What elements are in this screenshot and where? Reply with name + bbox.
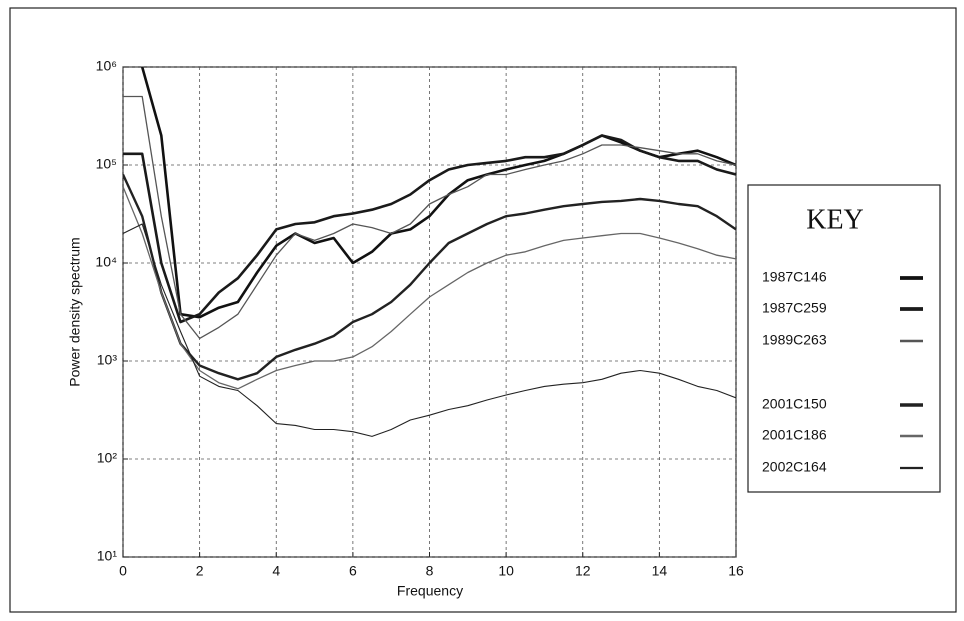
x-tick-label: 8 — [426, 563, 434, 579]
y-axis-label: Power density spectrum — [67, 237, 83, 386]
x-tick-label: 2 — [196, 563, 204, 579]
y-tick-label: 10⁶ — [96, 58, 117, 74]
x-tick-label: 10 — [498, 563, 514, 579]
plot-lines — [123, 67, 736, 437]
legend-label: 1987C146 — [762, 269, 827, 285]
legend-label: 2001C150 — [762, 396, 827, 412]
x-tick-label: 0 — [119, 563, 127, 579]
series-line — [123, 173, 736, 381]
x-tick-label: 14 — [652, 563, 668, 579]
y-tick-label: 10³ — [97, 352, 118, 368]
x-tick-label: 4 — [272, 563, 280, 579]
y-tick-label: 10⁴ — [95, 254, 117, 270]
legend-label: 2002C164 — [762, 459, 827, 475]
legend-label: 1989C263 — [762, 332, 827, 348]
legend-label: 1987C259 — [762, 300, 827, 316]
y-tick-label: 10¹ — [97, 548, 118, 564]
legend-title: KEY — [806, 204, 864, 235]
x-axis-label: Frequency — [397, 583, 463, 599]
frame — [9, 7, 957, 613]
x-tick-label: 16 — [728, 563, 744, 579]
x-tick-label: 6 — [349, 563, 357, 579]
y-tick-label: 10⁵ — [96, 156, 117, 172]
x-tick-label: 12 — [575, 563, 591, 579]
y-tick-label: 10² — [97, 450, 118, 466]
series-line — [123, 186, 736, 390]
legend-box — [747, 184, 941, 493]
series-line — [123, 223, 736, 437]
legend-label: 2001C186 — [762, 427, 827, 443]
series-line — [123, 95, 736, 340]
